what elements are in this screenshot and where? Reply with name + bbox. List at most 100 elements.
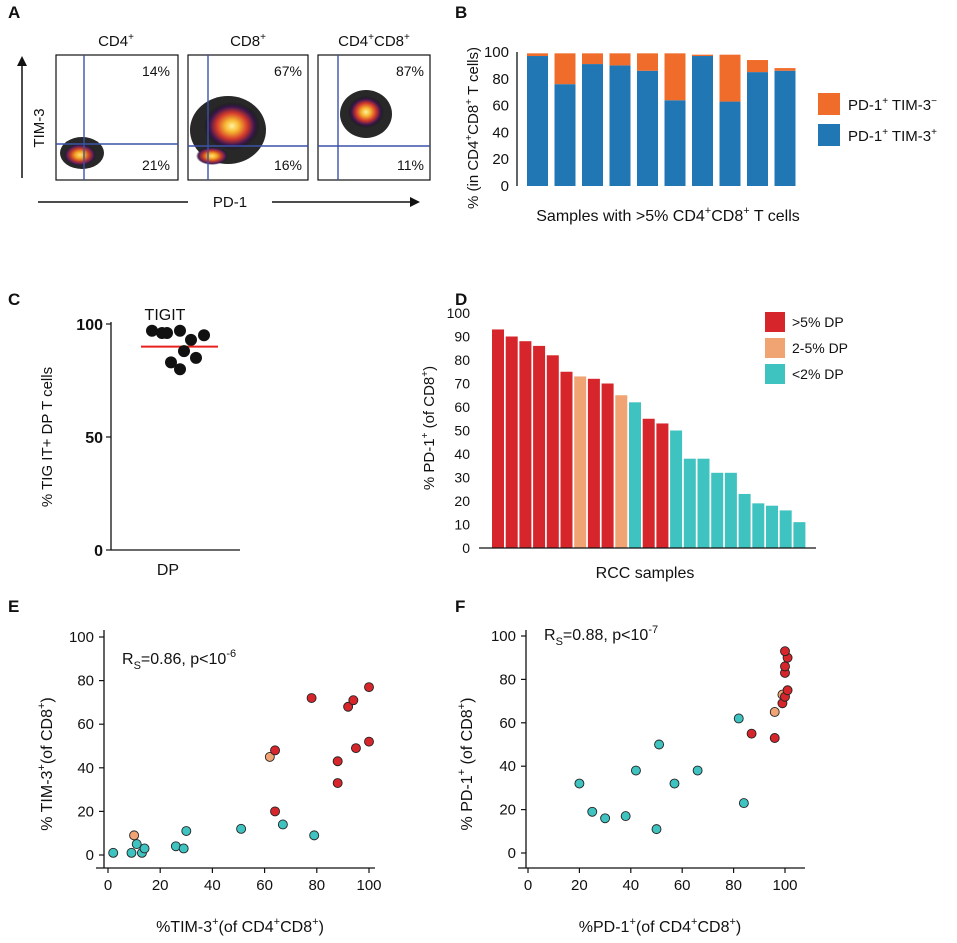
sample-data-point [630,765,641,776]
rcc-sample-bar [519,341,532,548]
y-tick-label: 40 [499,758,516,775]
bar-tim3-negative [692,54,713,57]
flow-plot-cd4: CD4+ 14% 21% [55,32,179,181]
flow-plot-title: CD4+CD8+ [338,32,410,50]
tigit-data-point [178,345,190,358]
x-tick-label: 100 [772,877,797,894]
legend-label: 2-5% DP [792,340,848,356]
upper-right-percent: 14% [142,63,170,79]
y-tick-label: 100 [76,317,103,334]
sample-data-point [769,707,780,717]
rcc-sample-bar [724,472,737,548]
x-tick-label: 40 [622,877,639,894]
bar-tim3-positive [582,64,603,186]
sample-data-point [264,751,275,762]
legend-label: <2% DP [792,366,844,382]
y-tick-label: 90 [454,329,470,345]
bar-tim3-negative [747,60,768,73]
panel-label-f: F [455,597,465,616]
rcc-sample-bar [533,345,546,548]
y-axis-label: % PD-1+ (of CD8+) [420,366,438,490]
rcc-sample-bar [793,522,806,548]
flow-plot-cd4cd8: CD4+CD8+ 87% 11% [317,32,431,181]
rcc-sample-bar [766,505,778,548]
tigit-data-point [174,363,186,376]
sample-data-point [270,745,280,756]
sample-data-point [178,843,189,854]
sample-data-point [574,778,585,789]
flow-plot-frame [317,54,431,181]
legend-swatch-tim3-positive [818,124,840,146]
tigit-data-point [146,324,158,337]
y-tick-label: 30 [454,470,470,486]
y-axis-label: % TIG IT+ DP T cells [39,367,56,507]
y-tick-label: 0 [462,540,470,556]
panel-b-stacked-bar-chart: 0 20 40 60 80 100 % (in CD4+CD8+ T cells) Sam… [464,44,937,225]
rcc-sample-bar [629,402,641,548]
x-tick-label: 60 [674,877,691,894]
bar-tim3-negative [582,53,603,65]
panel-e-scatter-plot: 00 20 20 40 40 60 60 80 80 100 100 RS=0.86, p<10-6… [36,629,382,936]
sample-data-point [780,661,790,672]
correlation-stat: RS=0.86, p<10-6 [122,648,236,672]
y-tick-label: 10 [454,517,470,533]
sample-data-point [620,811,631,822]
panel-a-flow-plots: TIM-3 PD-1 CD4+ 14% 21% CD8+ 67% 16% [17,32,431,211]
sample-data-point [692,765,703,776]
correlation-stat: RS=0.88, p<10-7 [544,624,658,648]
pd1-axis-label: PD-1 [213,194,247,211]
panel-c-tigit-dot-plot: TIGIT 0 50 100 DP % TIG IT+ DP T cells [39,307,240,579]
sample-data-point [332,778,343,789]
rcc-sample-bar [587,378,600,548]
rcc-sample-bar [752,503,765,548]
y-tick-label: 20 [499,802,516,819]
legend-swatch [765,312,785,332]
sample-data-point [348,695,359,706]
sample-data-point [332,756,343,767]
y-tick-label: 80 [492,71,509,88]
sample-data-point [181,826,192,836]
sample-data-point [270,806,280,817]
x-category-label: DP [157,562,179,579]
bar-tim3-positive [609,65,631,186]
rcc-sample-bar [697,458,710,548]
chart-title: TIGIT [145,307,186,324]
x-tick-label: 20 [152,877,169,894]
flow-plot-title: CD8+ [230,32,266,50]
legend-label-tim3-positive: PD-1+ TIM-3+ [848,127,937,145]
x-tick-label: 0 [524,877,532,894]
cell-density-low [196,147,228,165]
sample-data-point [733,713,744,724]
sample-data-point [746,728,757,739]
panel-label-a: A [8,3,20,22]
y-tick-label: 60 [492,98,509,115]
rcc-sample-bar [779,510,792,548]
x-tick-label: 40 [204,877,221,894]
y-axis-label: % TIM-3+(of CD8+) [36,697,56,830]
panel-f-scatter-plot: 00 20 20 40 40 60 60 80 80 100 100 RS=0.88, p<10-7… [456,624,805,936]
legend-label: >5% DP [792,314,844,330]
x-axis-label: Samples with >5% CD4+CD8+ T cells [536,205,800,225]
cell-density-core [348,96,384,128]
bar-tim3-positive [774,70,796,186]
sample-data-point [782,685,793,696]
y-tick-label: 20 [492,151,509,168]
sample-data-point [351,743,361,754]
bar-tim3-positive [527,56,548,186]
y-tick-label: 0 [94,543,103,560]
panel-label-e: E [8,597,19,616]
sample-data-point [587,806,598,817]
bar-tim3-positive [664,100,686,186]
cell-density-core [204,102,260,150]
x-axis-label: %TIM-3+(of CD4+CD8+) [156,916,324,936]
y-axis-label: % (in CD4+CD8+ T cells) [464,47,482,209]
rcc-sample-bar [642,418,655,548]
y-tick-label: 60 [77,716,94,733]
lower-right-percent: 21% [142,157,170,173]
lower-right-percent: 16% [274,157,302,173]
sample-data-point [600,813,611,824]
panel-label-c: C [8,290,20,309]
rcc-sample-bar [546,355,559,548]
rcc-sample-bar [601,383,614,548]
